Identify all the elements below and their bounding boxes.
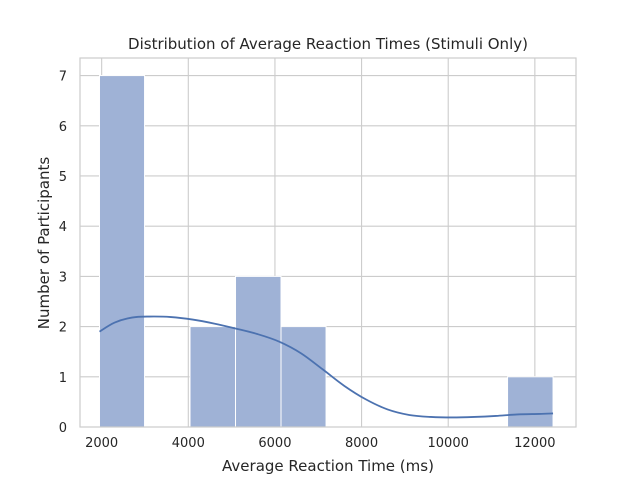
x-tick-label: 10000: [428, 436, 469, 451]
histogram-bar: [235, 275, 282, 428]
histogram-bar: [98, 75, 146, 428]
y-tick-label: 4: [59, 220, 67, 235]
y-tick-label: 6: [59, 120, 67, 135]
x-tick-label: 2000: [85, 436, 118, 451]
y-tick-label: 7: [59, 70, 67, 85]
plot-frame: [79, 57, 577, 428]
x-tick-label: 4000: [172, 436, 205, 451]
histogram-bar: [189, 326, 237, 428]
histogram-bar: [507, 376, 554, 428]
x-tick-label: 12000: [514, 436, 555, 451]
y-tick-label: 1: [59, 371, 67, 386]
histogram-bar: [280, 326, 327, 428]
histogram-bars: [98, 75, 554, 428]
y-tick-label: 3: [59, 270, 67, 285]
y-tick-label: 2: [59, 321, 67, 336]
x-axis-title: Average Reaction Time (ms): [222, 457, 434, 475]
chart-title: Distribution of Average Reaction Times (…: [128, 35, 528, 53]
kde-curve: [99, 315, 554, 419]
y-axis-ticks: 0 1 2 3 4 5 6 7: [59, 70, 67, 436]
x-axis-ticks: 2000 4000 6000 8000 10000 12000: [85, 436, 555, 451]
y-tick-label: 5: [59, 170, 67, 185]
y-axis-title: Number of Participants: [35, 157, 53, 330]
y-tick-label: 0: [59, 421, 67, 436]
grid: [80, 58, 576, 428]
x-tick-label: 8000: [345, 436, 378, 451]
x-tick-label: 6000: [258, 436, 291, 451]
